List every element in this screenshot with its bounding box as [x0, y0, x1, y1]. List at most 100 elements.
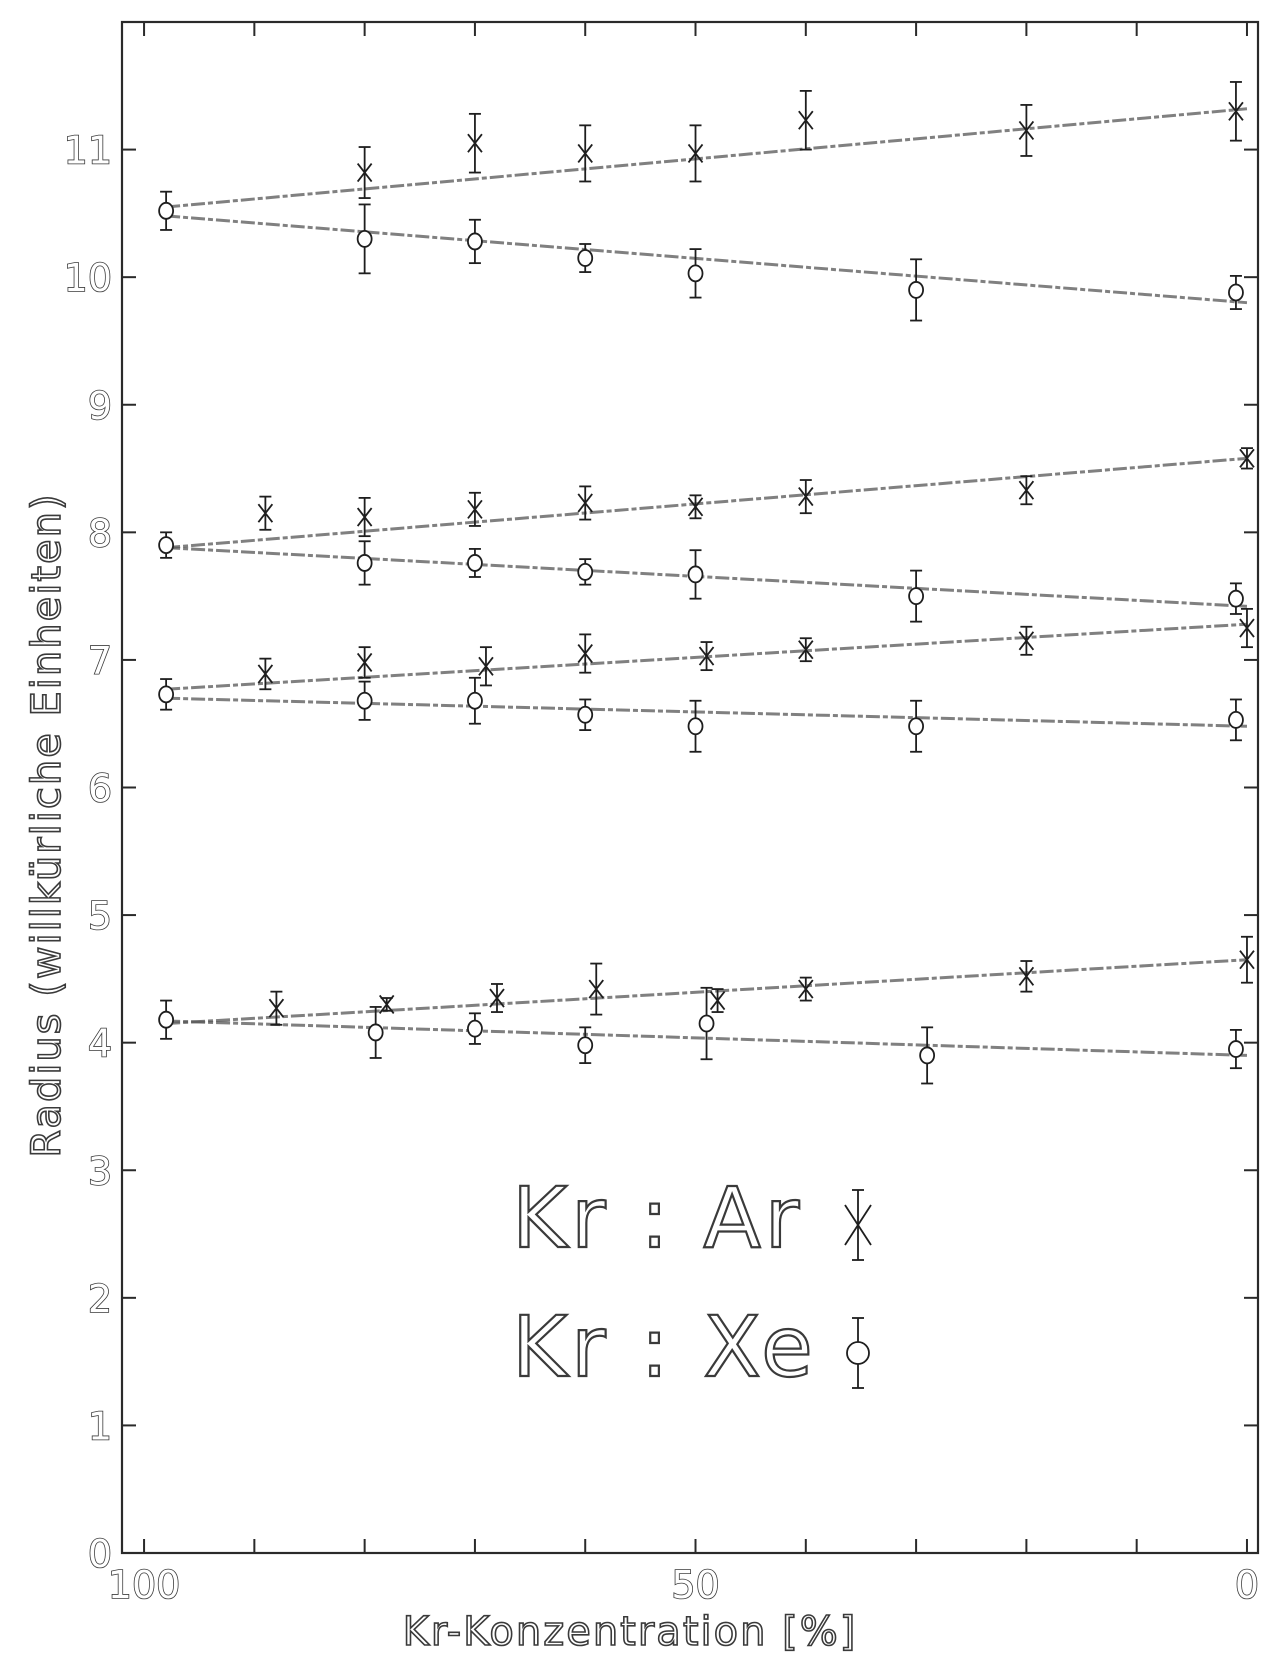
fit-line-kr-xe-4 — [166, 1019, 1248, 1057]
y-tick-label: 9 — [88, 384, 112, 428]
kr-ar-point — [268, 990, 285, 1026]
circle-marker — [1228, 283, 1244, 302]
circle-marker — [577, 705, 594, 724]
x-marker — [577, 643, 593, 664]
x-marker-stroke — [356, 652, 373, 673]
x-marker-stroke — [1228, 101, 1244, 121]
fit-lines — [165, 107, 1248, 1057]
x-marker-stroke — [489, 988, 505, 1008]
x-marker — [356, 507, 373, 527]
circle-marker — [158, 1010, 175, 1029]
x-marker-stroke — [257, 503, 274, 523]
circle-marker — [1228, 710, 1244, 729]
x-tick-label: 50 — [671, 1563, 719, 1607]
x-marker — [1239, 950, 1255, 970]
x-marker-stroke — [577, 143, 593, 163]
x-marker-stroke — [577, 643, 593, 664]
x-marker-stroke — [1018, 120, 1035, 140]
x-marker — [1228, 101, 1244, 121]
x-marker-stroke — [798, 110, 814, 130]
x-marker — [257, 503, 274, 523]
kr-xe-point — [1228, 698, 1244, 742]
kr-ar-point — [798, 637, 814, 663]
y-tick-label: 4 — [88, 1022, 112, 1066]
kr-xe-point — [919, 1026, 936, 1085]
axis-ticks: 100 50 0 0 1 2 3 4 5 6 7 8 9 10 11 — [63, 22, 1260, 1608]
kr-xe-point — [577, 1026, 594, 1064]
x-marker — [1239, 448, 1255, 468]
kr-xe-point — [1228, 582, 1244, 615]
legend-marker-kr-ar — [844, 1189, 872, 1261]
circle-marker — [908, 281, 924, 299]
kr-xe-point — [356, 680, 373, 721]
kr-ar-point — [356, 146, 373, 199]
kr-xe-point — [467, 548, 483, 578]
circle-marker — [356, 691, 373, 710]
x-marker-stroke — [1018, 480, 1035, 500]
x-marker — [467, 499, 483, 519]
kr-ar-point — [798, 976, 814, 1002]
x-marker — [588, 979, 604, 999]
x-marker — [577, 143, 593, 163]
kr-ar-point — [478, 646, 494, 687]
x-marker-stroke — [709, 991, 726, 1011]
legend-marker-kr-xe — [846, 1317, 870, 1389]
x-marker — [1239, 618, 1255, 638]
x-marker — [798, 487, 814, 507]
circle-marker — [467, 1019, 483, 1038]
y-tick-label: 7 — [88, 639, 112, 683]
x-marker — [698, 646, 715, 666]
kr-ar-point — [1018, 104, 1035, 157]
x-marker-stroke — [356, 162, 373, 183]
fit-line-kr-xe-1 — [165, 214, 1248, 305]
x-marker — [467, 133, 483, 153]
kr-ar-point — [1018, 475, 1035, 506]
circle-marker — [577, 562, 594, 581]
x-marker-stroke — [687, 497, 704, 517]
x-marker — [1018, 480, 1035, 500]
kr-ar-point — [577, 124, 593, 183]
kr-xe-point — [687, 248, 704, 299]
y-tick-label: 0 — [88, 1532, 112, 1576]
kr-xe-point — [158, 999, 175, 1040]
y-tick-label: 5 — [88, 894, 112, 938]
x-marker — [1018, 120, 1035, 140]
x-marker-stroke — [257, 664, 274, 684]
x-marker-stroke — [687, 143, 704, 163]
circle-marker — [467, 232, 483, 251]
kr-xe-point — [908, 569, 924, 623]
x-marker-stroke — [798, 640, 814, 660]
circle-marker — [577, 249, 594, 267]
x-tick-label: 100 — [108, 1563, 181, 1607]
y-tick-label: 6 — [88, 767, 112, 811]
circle-marker — [687, 264, 704, 283]
kr-xe-point — [356, 540, 373, 586]
circle-marker — [1228, 589, 1244, 608]
kr-ar-point — [709, 988, 726, 1013]
kr-ar-point — [687, 124, 704, 183]
x-tick-label: 0 — [1235, 1563, 1259, 1607]
kr-ar-point — [798, 89, 814, 151]
x-marker-stroke — [1018, 631, 1035, 651]
kr-xe-point — [577, 243, 594, 273]
x-marker — [1018, 631, 1035, 651]
x-marker-stroke — [798, 979, 814, 999]
circle-marker — [687, 565, 704, 584]
x-marker-stroke — [378, 994, 395, 1014]
y-tick-label: 11 — [64, 129, 112, 173]
x-marker-stroke — [698, 646, 715, 666]
fit-line-kr-xe-2 — [166, 546, 1248, 608]
y-axis-label: Radius (willkürliche Einheiten) — [24, 492, 70, 1157]
kr-xe-point — [467, 218, 483, 265]
x-marker — [478, 656, 494, 676]
x-marker — [798, 979, 814, 999]
x-marker — [577, 493, 593, 513]
y-tick-label: 10 — [64, 256, 112, 300]
kr-xe-point — [1228, 1029, 1244, 1070]
x-marker-stroke — [844, 1204, 872, 1246]
kr-xe-point — [158, 531, 175, 559]
x-marker — [709, 991, 726, 1011]
x-marker — [687, 143, 704, 163]
circle-marker — [356, 554, 373, 572]
